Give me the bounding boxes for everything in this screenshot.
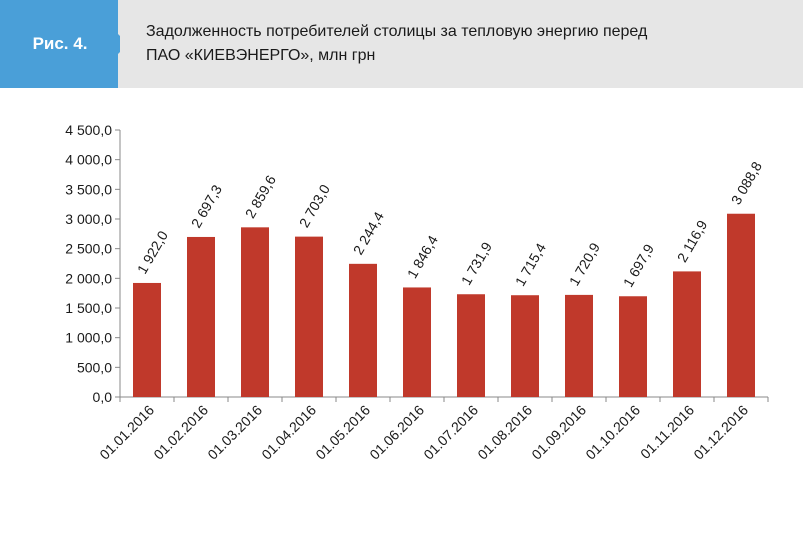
bar-value-label: 3 088,8 <box>728 159 765 208</box>
value-labels: 1 922,0 2 697,3 2 859,6 2 703,0 2 244,4 1 846… <box>134 159 765 290</box>
y-tick-label: 1 500,0 <box>65 300 112 316</box>
bar-value-label: 2 859,6 <box>242 172 279 221</box>
x-axis: 01.01.201601.02.201601.03.201601.04.2016… <box>96 396 769 463</box>
x-tick-label: 01.04.2016 <box>258 402 319 463</box>
y-axis: 0,0 500,0 1 000,0 1 500,0 2 000,0 2 500,0 3 00… <box>65 122 121 405</box>
bar <box>187 236 215 397</box>
bar <box>133 282 161 397</box>
x-tick-label: 01.08.2016 <box>474 402 535 463</box>
bar <box>565 294 593 397</box>
bar-value-label: 2 116,9 <box>674 217 711 265</box>
bar <box>619 296 647 397</box>
bar-value-label: 2 703,0 <box>296 181 333 230</box>
bars <box>133 213 755 397</box>
x-tick-label: 01.11.2016 <box>637 402 697 462</box>
bar <box>727 213 755 397</box>
bar-value-label: 1 697,9 <box>620 241 657 290</box>
bar <box>511 295 539 397</box>
bar <box>295 236 323 397</box>
x-tick-label: 01.05.2016 <box>312 402 373 463</box>
bar-value-label: 1 846,4 <box>404 232 441 281</box>
y-tick-label: 2 500,0 <box>65 241 112 257</box>
bar-value-label: 2 244,4 <box>350 209 387 258</box>
y-tick-label: 1 000,0 <box>65 330 112 346</box>
chart-title-line-2: ПАО «КИЕВЭНЕРГО», млн грн <box>146 47 376 64</box>
bar <box>457 294 485 397</box>
y-tick-label: 3 000,0 <box>65 211 112 227</box>
x-tick-label: 01.09.2016 <box>528 402 589 463</box>
chart-title-line-1: Задолженность потребителей столицы за те… <box>146 23 648 40</box>
x-tick-label: 01.02.2016 <box>150 402 211 463</box>
bar-chart: 0,0 500,0 1 000,0 1 500,0 2 000,0 2 500,0 3 00… <box>65 122 769 463</box>
x-tick-label: 01.03.2016 <box>204 402 265 463</box>
y-tick-label: 2 000,0 <box>65 270 112 286</box>
figure-badge: Рис. 4. <box>0 0 120 88</box>
x-tick-label: 01.12.2016 <box>690 402 751 463</box>
x-tick-label: 01.10.2016 <box>582 402 643 463</box>
y-tick-label: 0,0 <box>93 389 113 405</box>
bar <box>241 227 269 397</box>
chart-area: 0,0 500,0 1 000,0 1 500,0 2 000,0 2 500,0 3 00… <box>0 88 803 531</box>
bar-value-label: 2 697,3 <box>188 182 225 231</box>
x-tick-label: 01.06.2016 <box>366 402 427 463</box>
y-tick-label: 500,0 <box>77 359 112 375</box>
bar-value-label: 1 731,9 <box>458 239 495 288</box>
bar-value-label: 1 922,0 <box>134 228 171 277</box>
x-tick-label: 01.01.2016 <box>96 402 157 463</box>
bar-value-label: 1 720,9 <box>566 240 603 289</box>
bar <box>349 263 377 397</box>
bar <box>403 287 431 397</box>
y-tick-label: 4 000,0 <box>65 152 112 168</box>
badge-shape-icon <box>0 0 120 88</box>
figure-label: Рис. 4. <box>32 34 88 53</box>
chart-title: Задолженность потребителей столицы за те… <box>146 20 786 68</box>
bar <box>673 271 701 397</box>
y-tick-label: 3 500,0 <box>65 181 112 197</box>
bar-value-label: 1 715,4 <box>512 240 549 289</box>
x-tick-label: 01.07.2016 <box>420 402 481 463</box>
y-tick-label: 4 500,0 <box>65 122 112 138</box>
chart-header: Рис. 4. Задолженность потребителей столи… <box>0 0 803 88</box>
